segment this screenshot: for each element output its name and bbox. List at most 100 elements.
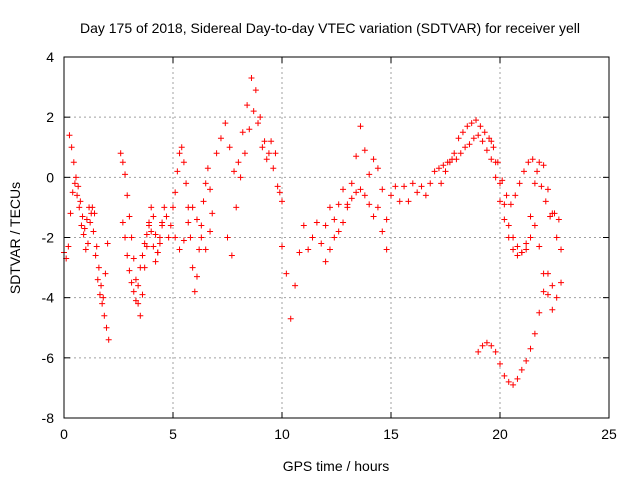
data-point-arc-2: [99, 300, 106, 307]
data-point-arc-11: [531, 180, 538, 187]
data-point-arc-14: [527, 234, 534, 241]
data-point-arc-9: [353, 153, 360, 160]
x-axis-label: GPS time / hours: [283, 458, 390, 474]
data-point-arc-11: [440, 162, 447, 169]
y-axis-label: SDTVAR / TECUs: [7, 182, 23, 294]
data-point-arc-3: [148, 204, 155, 211]
data-point-arc-1: [74, 192, 81, 199]
data-point-arc-12: [459, 129, 466, 136]
data-point-arc-1: [98, 282, 105, 289]
data-point-arc-5: [170, 204, 176, 211]
data-point-arc-1: [102, 270, 109, 277]
data-point-arc-12: [490, 144, 497, 151]
data-point-arc-5: [207, 186, 214, 193]
data-point-arc-5: [172, 189, 179, 196]
data-point-arc-3: [128, 234, 135, 241]
data-point-arc-9: [374, 165, 381, 172]
data-point-arc-3: [119, 159, 126, 166]
data-point-arc-11: [405, 198, 412, 205]
data-point-arc-1: [82, 246, 89, 253]
x-tick-label: 15: [383, 426, 399, 442]
data-point-arc-6: [193, 216, 200, 223]
data-point-arc-12: [446, 159, 453, 166]
data-point-arc-8: [241, 150, 248, 157]
data-point-arc-6: [176, 246, 183, 253]
data-point-arc-6: [172, 234, 179, 241]
data-point-arc-8: [237, 174, 244, 181]
data-point-arc-9: [361, 147, 368, 154]
data-point-arc-14: [518, 249, 525, 256]
data-point-arc-7: [244, 102, 251, 109]
data-point-arc-11: [536, 159, 543, 166]
data-point-arc-12: [499, 177, 506, 184]
data-point-arc-14: [536, 243, 543, 250]
data-point-arc-1: [67, 210, 74, 217]
data-point-arc-13: [553, 294, 560, 301]
data-point-arc-13: [492, 348, 499, 355]
data-point-arc-13: [479, 342, 486, 349]
data-point-arc-3: [137, 312, 144, 319]
data-point-arc-2: [72, 174, 79, 181]
chart-title: Day 175 of 2018, Sidereal Day-to-day VTE…: [80, 20, 580, 36]
data-point-arc-3: [152, 231, 159, 238]
data-point-arc-13: [488, 342, 495, 349]
data-point-arc-2: [79, 213, 86, 220]
data-point-arc-12: [442, 168, 449, 175]
data-point-arc-7: [239, 129, 246, 136]
data-point-arc-4: [139, 252, 146, 259]
data-point-arc-13: [518, 366, 525, 373]
data-point-arc-11: [492, 174, 499, 181]
data-point-arc-11: [553, 234, 560, 241]
data-point-arc-3: [165, 234, 172, 241]
data-point-arc-2: [66, 132, 73, 139]
data-point-arc-4: [119, 219, 126, 226]
data-point-arc-2: [105, 336, 112, 343]
data-point-arc-12: [555, 216, 562, 223]
data-point-arc-2: [92, 252, 99, 259]
y-tick-label: 4: [46, 49, 54, 65]
data-point-arc-11: [462, 144, 469, 151]
data-point-arc-8: [246, 126, 253, 133]
data-point-arc-12: [542, 198, 549, 205]
data-point-arc-9: [305, 246, 312, 253]
data-point-arc-14: [531, 222, 538, 229]
data-point-arc-8: [255, 120, 262, 127]
data-point-arc-5: [174, 168, 181, 175]
data-point-arc-9: [396, 198, 403, 205]
data-point-arc-14: [505, 222, 512, 229]
data-point-arc-5: [191, 288, 198, 295]
data-point-arc-7: [270, 165, 277, 172]
data-point-arc-7: [231, 168, 238, 175]
data-point-arc-12: [516, 180, 523, 187]
data-point-arc-1: [95, 264, 102, 271]
data-point-arc-12: [538, 183, 545, 190]
data-point-arc-1: [78, 222, 85, 229]
data-point-arc-4: [154, 249, 161, 256]
grid-lines: [64, 57, 609, 418]
data-point-arc-2: [90, 228, 97, 235]
data-point-arc-6: [198, 234, 205, 241]
data-point-arc-2: [75, 183, 82, 190]
data-point-arc-5: [187, 234, 194, 241]
data-point-arc-11: [435, 165, 442, 172]
data-point-arc-5: [202, 180, 209, 187]
data-point-arc-10: [353, 189, 360, 196]
data-point-arc-9: [287, 315, 294, 322]
data-point-arc-14: [523, 246, 530, 253]
data-point-arc-2: [83, 216, 90, 223]
data-point-arc-13: [549, 282, 556, 289]
data-point-arc-3: [163, 213, 170, 220]
data-point-arc-10: [379, 228, 386, 235]
data-point-arc-5: [198, 222, 205, 229]
data-point-arc-11: [483, 147, 490, 154]
data-point-arc-10: [370, 213, 377, 220]
data-point-arc-9: [296, 249, 303, 256]
data-point-arc-13: [501, 372, 508, 379]
data-point-arc-3: [156, 240, 163, 247]
data-point-arc-11: [558, 246, 565, 253]
data-point-arc-13: [475, 348, 482, 355]
data-point-arc-7: [213, 150, 220, 157]
data-point-arc-2: [81, 225, 88, 232]
data-point-arc-14: [544, 291, 551, 298]
